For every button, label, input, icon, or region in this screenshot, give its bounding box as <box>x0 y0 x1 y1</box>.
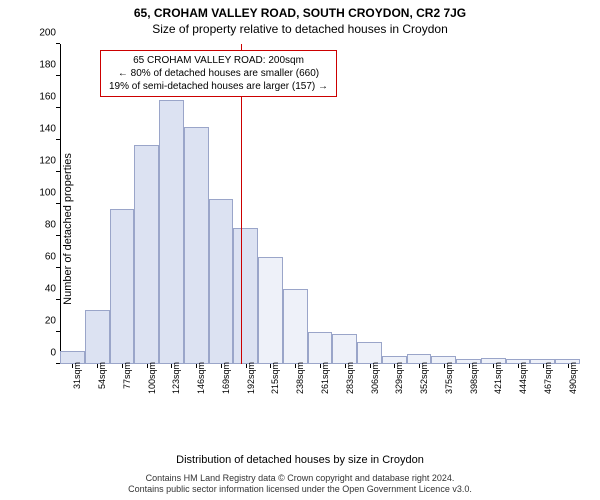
info-line-3: 19% of semi-detached houses are larger (… <box>109 80 328 93</box>
y-tick-label: 0 <box>28 348 56 359</box>
x-tick-label: 467sqm <box>543 362 553 412</box>
y-tick-label: 140 <box>28 124 56 135</box>
chart-title: 65, CROHAM VALLEY ROAD, SOUTH CROYDON, C… <box>0 0 600 20</box>
y-tick-label: 120 <box>28 156 56 167</box>
x-tick-label: 192sqm <box>246 362 256 412</box>
x-tick-label: 261sqm <box>320 362 330 412</box>
x-tick-label: 146sqm <box>196 362 206 412</box>
x-tick-label: 444sqm <box>518 362 528 412</box>
info-box: 65 CROHAM VALLEY ROAD: 200sqm ← 80% of d… <box>100 50 337 97</box>
x-tick-label: 306sqm <box>370 362 380 412</box>
x-tick-label: 215sqm <box>270 362 280 412</box>
x-tick-label: 77sqm <box>122 362 132 412</box>
x-tick-label: 123sqm <box>171 362 181 412</box>
x-tick-label: 31sqm <box>72 362 82 412</box>
y-tick-label: 160 <box>28 92 56 103</box>
footer-line-1: Contains HM Land Registry data © Crown c… <box>0 473 600 485</box>
x-tick-label: 169sqm <box>221 362 231 412</box>
x-tick-label: 329sqm <box>394 362 404 412</box>
footer: Contains HM Land Registry data © Crown c… <box>0 473 600 496</box>
y-tick-label: 60 <box>28 252 56 263</box>
x-tick-label: 352sqm <box>419 362 429 412</box>
y-tick-label: 180 <box>28 60 56 71</box>
chart-subtitle: Size of property relative to detached ho… <box>0 20 600 40</box>
y-tick-label: 20 <box>28 316 56 327</box>
x-tick-label: 283sqm <box>345 362 355 412</box>
x-tick-label: 375sqm <box>444 362 454 412</box>
x-axis-label: Distribution of detached houses by size … <box>0 454 600 466</box>
info-line-2: ← 80% of detached houses are smaller (66… <box>109 67 328 80</box>
x-tick-label: 238sqm <box>295 362 305 412</box>
chart-container: 65, CROHAM VALLEY ROAD, SOUTH CROYDON, C… <box>0 0 600 500</box>
footer-line-2: Contains public sector information licen… <box>0 484 600 496</box>
y-tick-label: 80 <box>28 220 56 231</box>
x-tick-label: 490sqm <box>568 362 578 412</box>
x-tick-label: 100sqm <box>147 362 157 412</box>
y-tick-label: 100 <box>28 188 56 199</box>
x-tick-label: 54sqm <box>97 362 107 412</box>
x-tick-label: 421sqm <box>493 362 503 412</box>
x-tick-label: 398sqm <box>469 362 479 412</box>
info-line-1: 65 CROHAM VALLEY ROAD: 200sqm <box>109 54 328 67</box>
plot-area: Number of detached properties 0204060801… <box>60 44 580 414</box>
y-tick-label: 200 <box>28 28 56 39</box>
y-tick-label: 40 <box>28 284 56 295</box>
